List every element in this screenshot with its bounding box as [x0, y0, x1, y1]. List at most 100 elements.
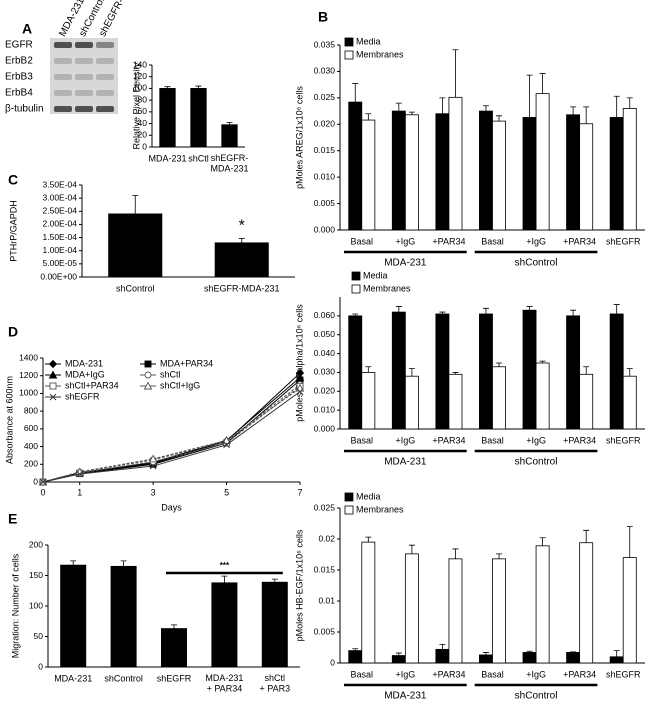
error-bar: [132, 195, 139, 214]
y-tick-label: 100: [133, 83, 147, 93]
legend-label: Membranes: [363, 283, 411, 293]
y-tick-label: 200: [29, 539, 43, 549]
x-tick-label: +PAR34: [432, 435, 465, 445]
panel-label: D: [8, 324, 18, 340]
legend-label: MDA+PAR34: [160, 358, 213, 368]
blot-band: [75, 90, 93, 96]
bar: [404, 114, 419, 231]
bar: [492, 120, 506, 231]
bar: [609, 656, 624, 664]
bar: [404, 375, 419, 430]
error-bar: [613, 650, 620, 657]
panel-label: E: [8, 511, 17, 527]
error-bar: [526, 306, 533, 311]
error-bar: [271, 578, 278, 583]
bar: [348, 101, 363, 231]
y-tick-label: 0.025: [314, 502, 336, 512]
bar: [348, 315, 363, 430]
error-bar: [482, 105, 489, 112]
error-bar: [221, 575, 228, 583]
bar: [579, 373, 594, 430]
blot-band: [75, 42, 93, 48]
point: [223, 441, 230, 449]
y-tick-label: 5.00E-05: [43, 258, 78, 268]
x-tick-label: MDA-231: [54, 673, 92, 683]
legend-swatch: [344, 37, 354, 47]
blot-band: [54, 106, 72, 112]
bar: [60, 564, 87, 668]
error-bar: [195, 85, 202, 89]
error-bar: [408, 111, 415, 115]
legend-swatch: [344, 505, 354, 515]
y-tick-label: 0.000: [314, 423, 336, 433]
bar: [579, 123, 594, 231]
error-bar: [452, 372, 459, 375]
error-bar: [539, 537, 546, 546]
group-label: shControl: [515, 258, 558, 269]
x-tick-label: Basal: [351, 435, 374, 445]
bar: [566, 652, 581, 664]
legend-label: MDA-231: [65, 358, 103, 368]
y-tick-label: 0.010: [314, 171, 336, 181]
x-tick-label: shEGFR: [157, 673, 192, 683]
x-tick-label: shEGFR: [606, 435, 641, 445]
x-tick-label: MDA-231: [148, 153, 186, 163]
legend-label: Media: [363, 270, 388, 280]
bar: [522, 309, 537, 430]
point: [149, 462, 157, 470]
error-bar: [526, 650, 533, 653]
panel-label: B: [318, 9, 328, 25]
bar: [391, 311, 406, 430]
bar: [492, 558, 506, 664]
x-tick-label: +PAR34: [563, 236, 596, 246]
panel-label: C: [8, 172, 18, 188]
y-tick-label: 1.00E-04: [43, 245, 78, 255]
y-tick-label: 0.020: [314, 386, 336, 396]
x-tick-label: 3: [151, 487, 156, 497]
series-line: [42, 385, 301, 483]
y-tick-label: 0.060: [314, 310, 336, 320]
x-tick-label: Basal: [481, 669, 504, 679]
x-tick-label: shEGFR: [606, 236, 641, 246]
error-bar: [365, 536, 372, 543]
error-bar: [613, 304, 620, 314]
error-bar: [539, 360, 546, 363]
error-bar: [613, 95, 620, 118]
x-tick-label: +IgG: [526, 236, 546, 246]
x-tick-label: 5: [224, 487, 229, 497]
error-bar: [482, 652, 489, 655]
bar: [479, 110, 493, 231]
error-bar: [395, 102, 402, 112]
point: [296, 388, 304, 395]
bar: [479, 654, 493, 664]
y-tick-label: 1200: [19, 370, 38, 380]
y-axis-label: pMoles TGFalpha/1x10⁶ cells: [294, 304, 304, 422]
bar: [522, 652, 537, 664]
error-bar: [626, 97, 633, 109]
bar: [579, 542, 594, 664]
error-bar: [408, 544, 415, 554]
bar: [348, 650, 363, 664]
blot-band: [75, 58, 93, 64]
bar: [391, 110, 406, 231]
y-tick-label: 0: [142, 141, 147, 151]
y-tick-label: 0.000: [314, 224, 336, 234]
error-bar: [583, 106, 590, 124]
error-bar: [526, 74, 533, 118]
x-tick-label: +PAR34: [432, 669, 465, 679]
error-bar: [439, 311, 446, 314]
legend-swatch: [344, 492, 354, 502]
error-bar: [570, 309, 577, 316]
y-tick-label: 50: [34, 631, 44, 641]
y-tick-label: 0.00E+00: [40, 271, 77, 281]
blot-band: [96, 90, 114, 96]
x-tick-label: shCtl + PAR3: [259, 673, 290, 693]
group-label: shControl: [515, 457, 558, 468]
y-tick-label: 150: [29, 570, 43, 580]
legend-label: shEGFR: [65, 391, 100, 401]
y-tick-label: 120: [133, 71, 147, 81]
blot-row-label: EGFR: [5, 40, 33, 51]
error-bar: [70, 560, 77, 566]
y-tick-label: 0.010: [314, 404, 336, 414]
blot-band: [96, 106, 114, 112]
